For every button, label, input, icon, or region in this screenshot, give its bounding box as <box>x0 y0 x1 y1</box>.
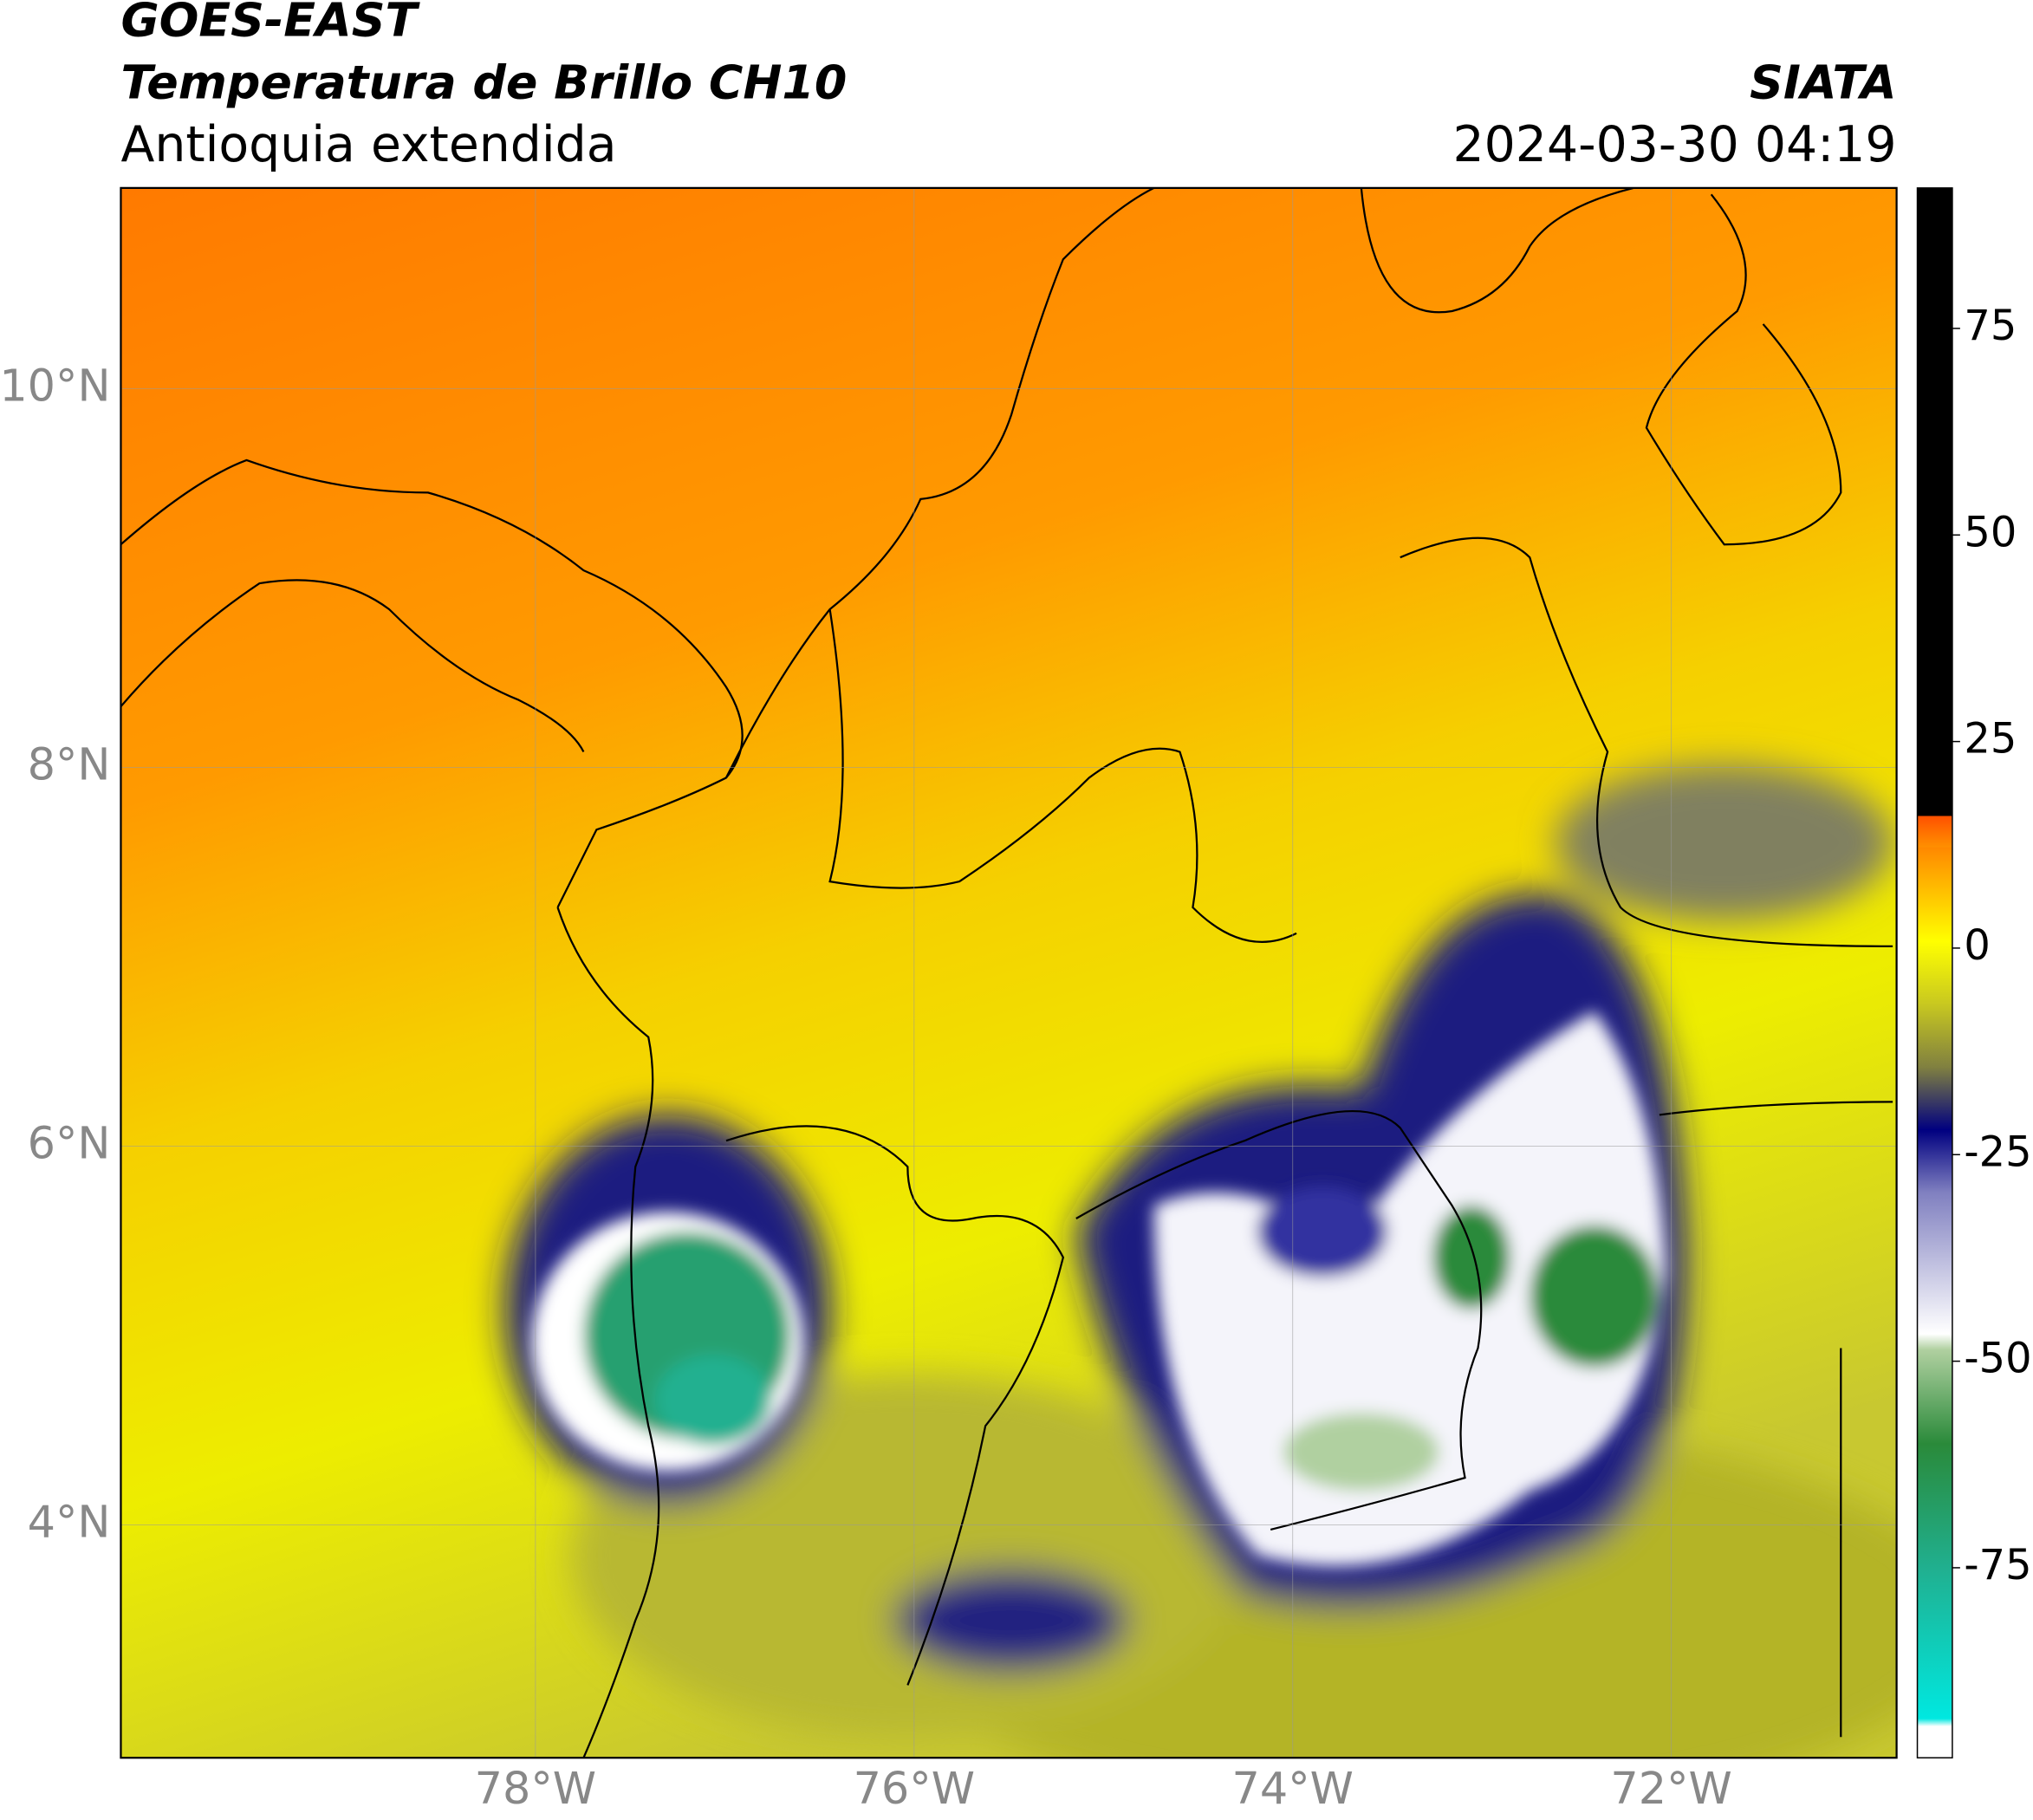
colorbar <box>1916 187 1953 1758</box>
cloud-core <box>531 1011 1666 1567</box>
x-tick-label: 74°W <box>1232 1763 1354 1814</box>
region: Antioquia extendida <box>120 116 616 173</box>
subtitle: Temperatura de Brillo CH10 <box>120 55 847 109</box>
datetime: 2024-03-30 04:19 <box>1453 116 1897 173</box>
map-field <box>120 187 1897 1758</box>
colorbar-tick-label: -50 <box>1964 1336 2031 1383</box>
source: SIATA <box>1750 55 1897 109</box>
x-tick-label: 76°W <box>854 1763 975 1814</box>
colorbar-tick-label: -75 <box>1964 1542 2031 1589</box>
y-tick-label: 10°N <box>0 360 110 411</box>
y-tick-label: 8°N <box>28 738 111 790</box>
colorbar-tick-label: 25 <box>1964 716 2017 764</box>
y-tick-label: 4°N <box>28 1496 111 1547</box>
grid <box>120 187 1897 1758</box>
title: GOES-EAST <box>120 0 420 48</box>
x-tick-label: 78°W <box>475 1763 596 1814</box>
map-frame <box>120 186 1898 1759</box>
coastlines <box>120 187 1893 1758</box>
y-tick-label: 6°N <box>28 1117 111 1168</box>
colorbar-tick-label: 75 <box>1964 302 2017 350</box>
colorbar-tick-label: 50 <box>1964 509 2017 556</box>
colorbar-tick-label: -25 <box>1964 1128 2031 1176</box>
colorbar-tick-label: 0 <box>1964 922 1990 970</box>
x-tick-label: 72°W <box>1610 1763 1731 1814</box>
